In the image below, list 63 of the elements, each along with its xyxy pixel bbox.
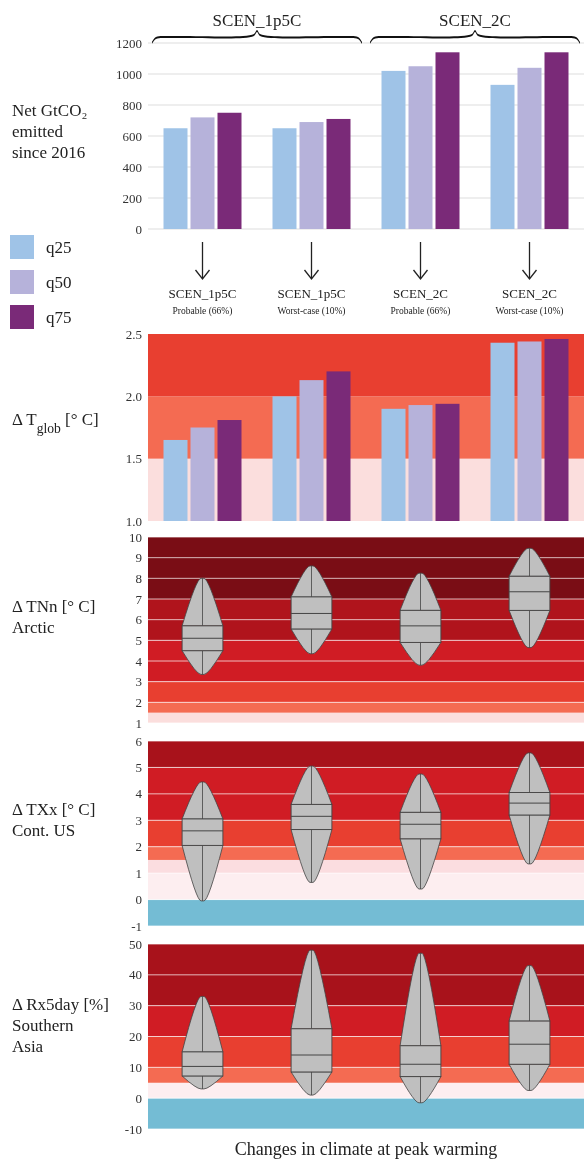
y-tick-label: 30 — [129, 998, 142, 1014]
y-tick-label: 1200 — [116, 35, 142, 51]
bar — [490, 84, 515, 229]
y-tick-label: 0 — [135, 892, 142, 908]
bar — [190, 117, 215, 229]
y-tick-label: 0 — [135, 221, 142, 237]
y-axis-title: Δ TXx [° C] Cont. US — [12, 800, 96, 840]
y-tick-label: 3 — [135, 812, 142, 828]
text: SCEN_1p5C — [212, 11, 302, 30]
legend-label: q75 — [46, 307, 72, 327]
x-tick-label: SCEN_1p5C Probable (66%) — [168, 286, 237, 317]
y-tick-label: 1 — [135, 865, 142, 881]
y-tick-label: -10 — [124, 1121, 142, 1137]
y-tick-label: 200 — [122, 190, 142, 206]
y-axis-title: Net GtCO₂ emitted since 2016 — [12, 101, 88, 162]
y-tick-label: 3 — [135, 674, 142, 690]
y-tick-label: 0 — [135, 1090, 142, 1106]
y-tick-label: 6 — [135, 733, 143, 749]
x-tick-label: SCEN_2C Worst-case (10%) — [495, 286, 564, 317]
bar — [163, 128, 188, 229]
y-tick-label: 400 — [122, 159, 142, 175]
y-tick-label: 6 — [135, 612, 143, 628]
y-tick-label: 1000 — [116, 66, 142, 82]
bar — [435, 52, 460, 229]
y-axis-title: Δ Rx5day [%] Southern Asia — [12, 995, 109, 1056]
bar — [217, 112, 242, 229]
legend-label: q50 — [46, 272, 72, 292]
y-tick-label: 2.5 — [125, 326, 142, 342]
y-tick-label: 1 — [135, 715, 142, 731]
bar — [408, 66, 433, 229]
y-tick-label: 4 — [135, 653, 143, 669]
y-tick-label: 600 — [122, 128, 142, 144]
y-tick-label: 2 — [135, 694, 142, 710]
x-tick-label: SCEN_1p5C Worst-case (10%) — [277, 286, 346, 317]
y-tick-label: 20 — [129, 1029, 142, 1045]
bar — [381, 70, 406, 229]
y-tick-label: 40 — [129, 967, 142, 983]
y-tick-label: -1 — [131, 918, 142, 934]
y-tick-label: 1.5 — [125, 451, 142, 467]
y-tick-label: 5 — [135, 759, 142, 775]
text: SCEN_2C — [439, 11, 511, 30]
y-tick-label: 8 — [135, 570, 142, 586]
y-tick-label: 10 — [129, 1059, 142, 1075]
bar — [299, 122, 324, 229]
x-tick-label: SCEN_2C Probable (66%) — [390, 286, 451, 317]
y-tick-label: 4 — [135, 786, 143, 802]
y-tick-label: 2 — [135, 839, 142, 855]
y-tick-label: 1.0 — [125, 513, 142, 529]
y-tick-label: 50 — [129, 936, 142, 952]
bar — [326, 118, 351, 229]
y-tick-label: 9 — [135, 550, 142, 566]
y-axis-title: Δ T$_{glob}$ [° C] — [12, 410, 99, 436]
bar — [544, 52, 569, 229]
y-tick-label: 5 — [135, 632, 142, 648]
bar — [517, 67, 542, 229]
y-tick-label: 2.0 — [125, 388, 142, 404]
y-tick-label: 7 — [135, 591, 143, 607]
bar — [272, 128, 297, 229]
legend-label: q25 — [46, 237, 72, 257]
y-tick-label: 800 — [122, 97, 142, 113]
y-axis-title: Δ TNn [° C] Arctic — [12, 597, 96, 637]
y-tick-label: 10 — [129, 529, 142, 545]
x-axis-title: Changes in climate at peak warming — [234, 1139, 498, 1159]
